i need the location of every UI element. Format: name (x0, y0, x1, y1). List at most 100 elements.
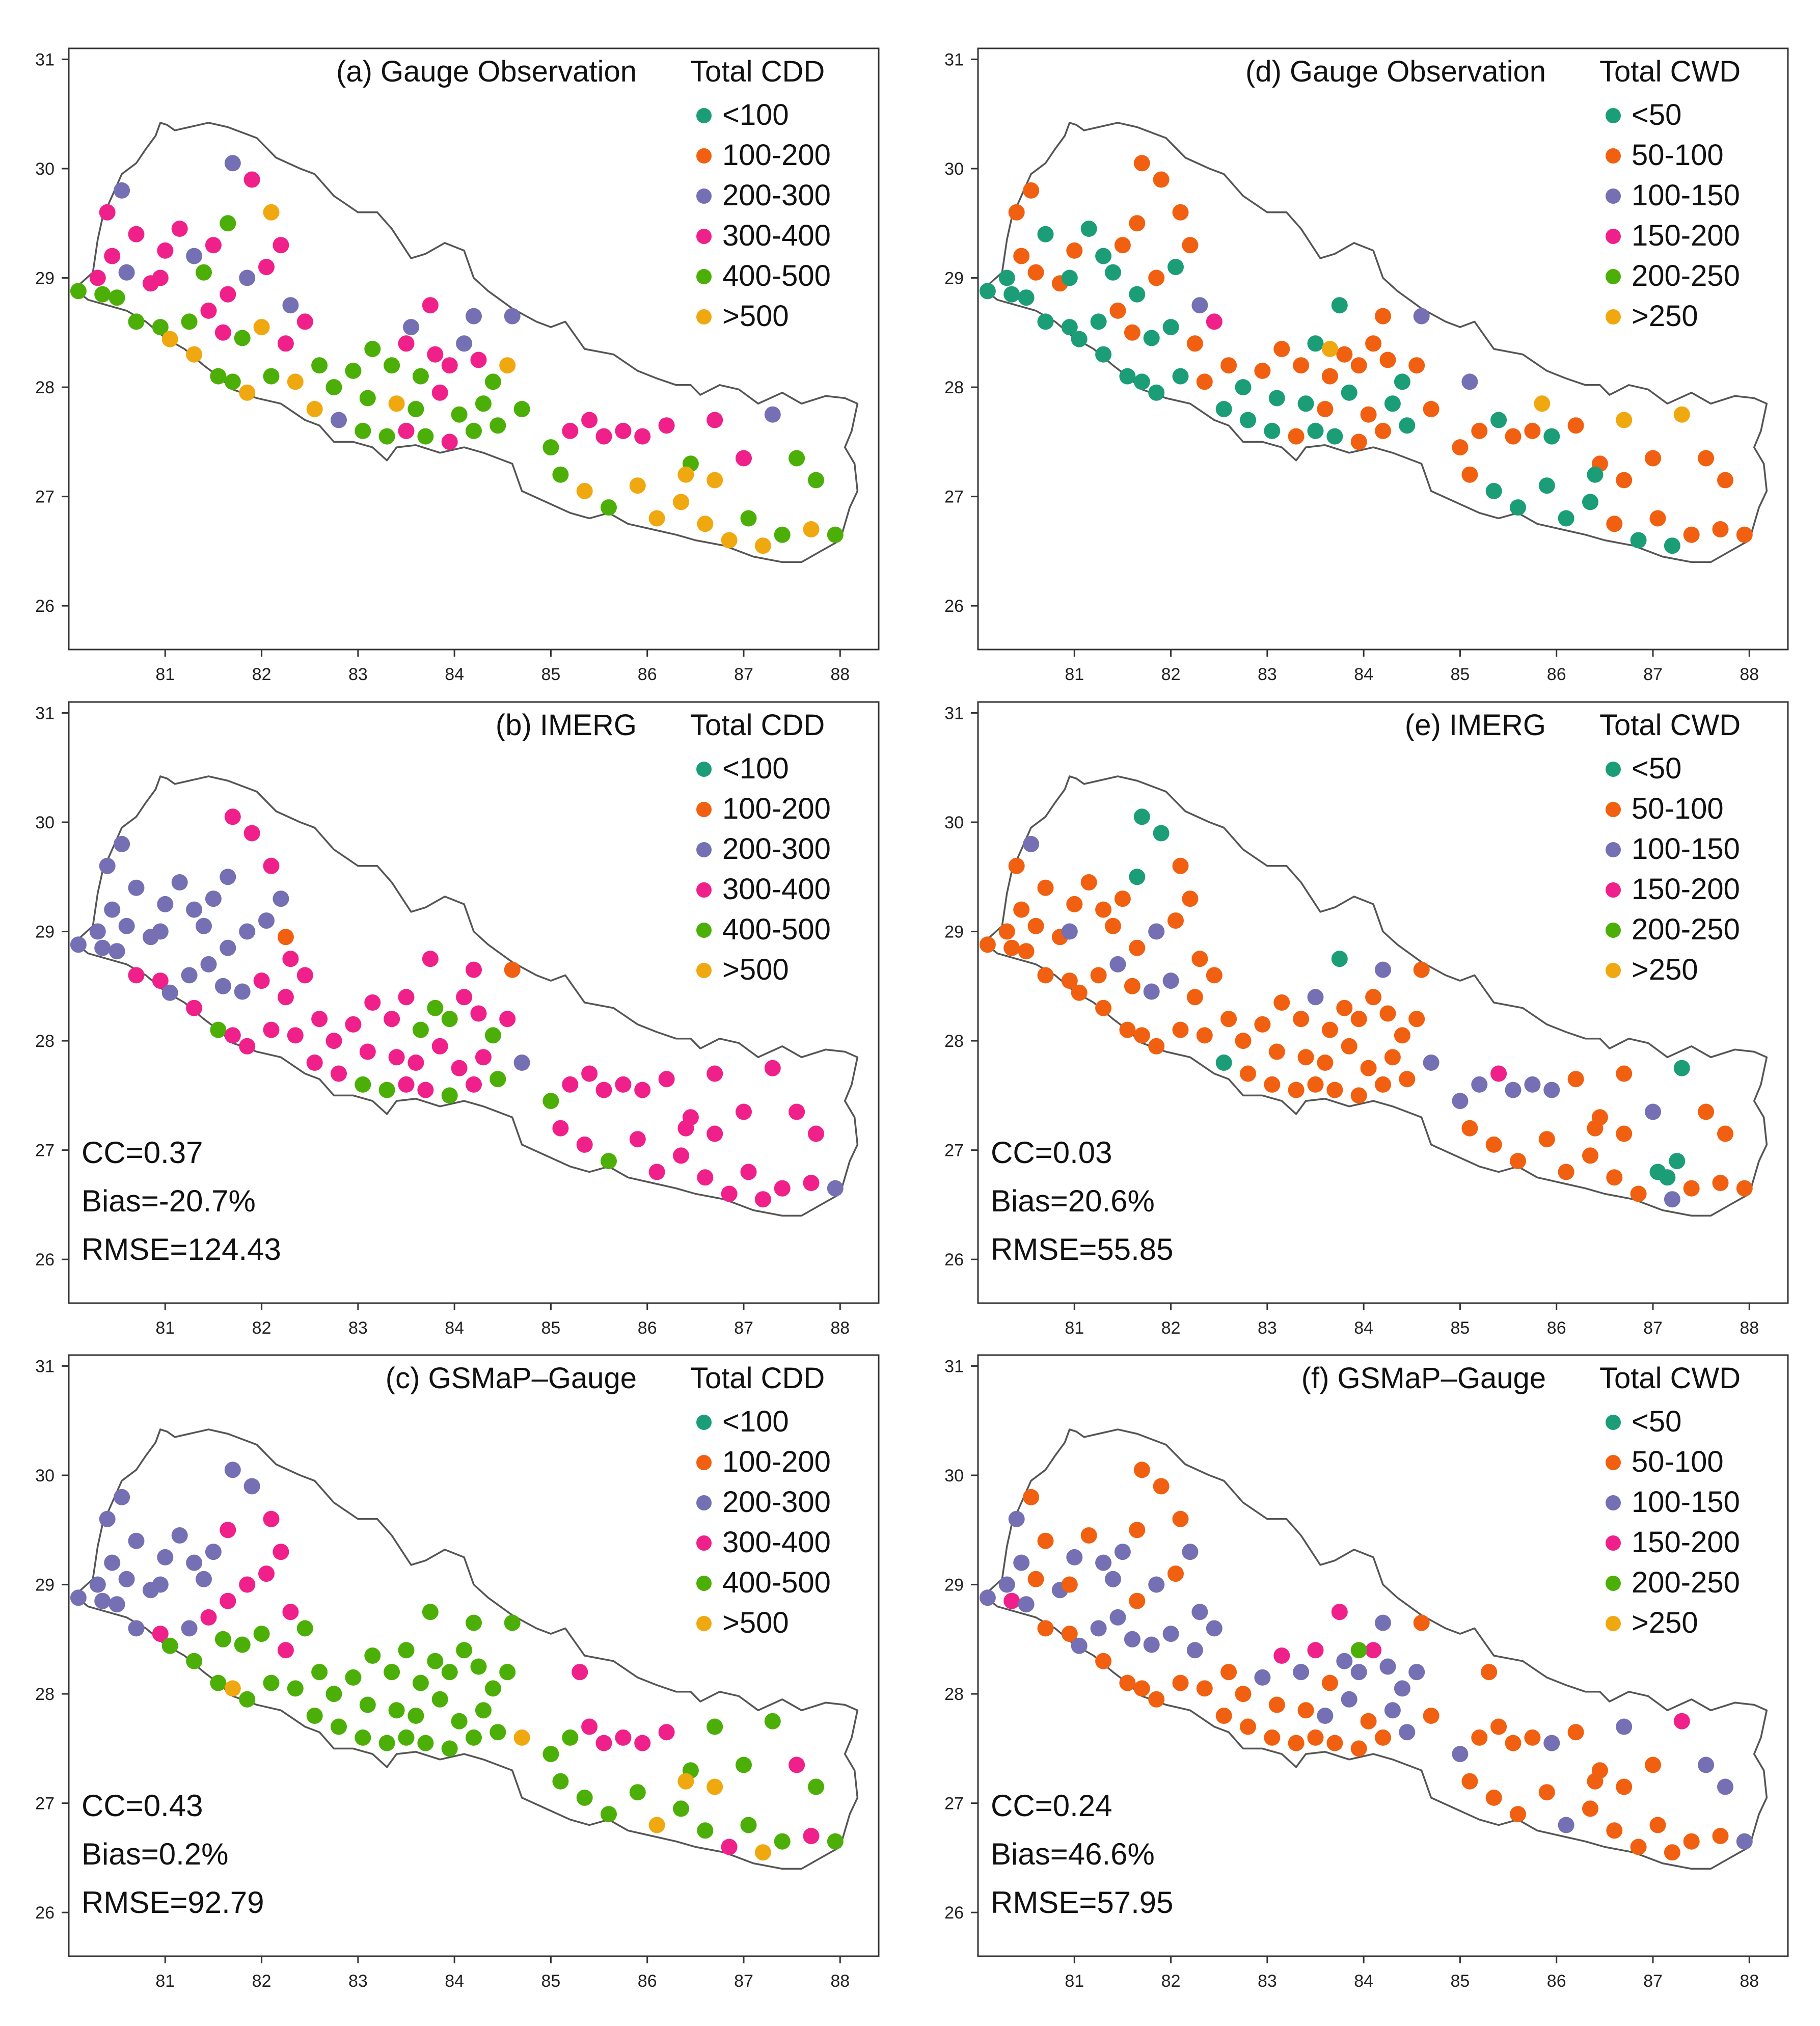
station-point (1543, 1082, 1560, 1098)
legend-marker (1606, 1535, 1621, 1551)
station-point (398, 422, 415, 439)
legend-marker (1606, 269, 1621, 284)
station-point (1206, 1620, 1223, 1637)
station-point (1630, 1839, 1647, 1855)
station-point (1452, 1093, 1469, 1110)
station-point (1616, 472, 1633, 489)
station-point (1109, 956, 1126, 973)
station-point (1616, 412, 1633, 428)
panel-frame (68, 47, 880, 651)
station-point (1143, 983, 1160, 1000)
stat-label: RMSE=92.79 (82, 1885, 264, 1920)
y-tick-label: 28 (944, 1685, 964, 1704)
station-point (1109, 1609, 1126, 1626)
station-point (1018, 1596, 1035, 1613)
station-point (1461, 1120, 1478, 1137)
legend-label: <100 (722, 752, 789, 785)
station-point (258, 259, 275, 276)
stat-label: RMSE=124.43 (82, 1232, 281, 1266)
station-point (1645, 1757, 1661, 1773)
station-point (398, 1729, 415, 1746)
panel-b: 26 27 28 29 30 31 81 82 83 84 85 86 87 88 (b) IMERG Tot… (35, 701, 880, 1338)
station-point (1240, 1065, 1256, 1082)
x-tick-label: 86 (1547, 1318, 1566, 1338)
station-point (210, 1021, 227, 1038)
x-tick-label: 84 (1354, 665, 1373, 684)
station-point (186, 346, 203, 363)
station-point (1673, 406, 1690, 423)
station-point (258, 1565, 275, 1582)
station-point (1008, 204, 1025, 221)
station-point (239, 923, 256, 940)
station-point (210, 368, 227, 385)
station-point (1133, 808, 1150, 825)
legend-marker (696, 842, 712, 857)
station-point (1071, 984, 1088, 1001)
y-tick-label: 31 (35, 50, 55, 69)
station-point (1413, 961, 1430, 978)
station-point (490, 1071, 506, 1088)
station-point (263, 1674, 280, 1691)
station-point (634, 1735, 651, 1751)
legend-label: 300-400 (722, 219, 831, 252)
legend-label: 100-200 (722, 1445, 831, 1478)
station-point (359, 1696, 376, 1713)
station-point (1143, 1636, 1160, 1653)
x-tick-label: 88 (1740, 1318, 1759, 1338)
station-point (1307, 1076, 1324, 1093)
station-point (466, 308, 482, 325)
station-point (1061, 269, 1078, 286)
station-point (1167, 1565, 1184, 1582)
station-point (287, 1027, 304, 1044)
station-point (466, 1729, 482, 1746)
station-point (721, 1185, 738, 1202)
station-point (1220, 1011, 1237, 1028)
station-point (118, 1571, 135, 1587)
station-point (740, 510, 757, 527)
station-point (214, 1631, 231, 1647)
station-point (306, 1055, 323, 1071)
station-point (263, 204, 280, 221)
station-point (277, 335, 294, 352)
station-point (1317, 401, 1334, 417)
legend-marker (696, 802, 712, 817)
station-point (1394, 373, 1410, 390)
station-point (1297, 1702, 1314, 1719)
station-point (152, 1576, 169, 1593)
station-point (253, 973, 270, 989)
station-point (1008, 1510, 1025, 1527)
station-point (1505, 1082, 1522, 1098)
legend-label: 50-100 (1632, 792, 1724, 825)
x-tick-label: 84 (1354, 1318, 1373, 1338)
legend-label: 150-200 (1632, 873, 1740, 906)
station-point (181, 313, 198, 330)
legend-marker (1606, 1616, 1621, 1631)
x-tick-label: 87 (734, 665, 753, 684)
station-point (384, 357, 400, 374)
legend-label: 200-300 (722, 179, 831, 212)
station-point (220, 869, 236, 885)
station-point (1510, 1806, 1526, 1823)
y-tick-label: 31 (35, 704, 55, 723)
station-point (1240, 412, 1256, 428)
station-point (1384, 1702, 1401, 1719)
station-point (108, 289, 125, 306)
station-point (273, 237, 289, 254)
station-point (398, 1076, 415, 1093)
station-point (1080, 874, 1097, 890)
station-point (1408, 1011, 1425, 1028)
station-point (1109, 302, 1126, 319)
legend-marker (1606, 229, 1621, 244)
panel-title: (a) Gauge Observation (336, 55, 637, 88)
station-point (754, 537, 771, 554)
station-point (1683, 1180, 1700, 1197)
station-point (273, 890, 289, 907)
station-point (1712, 521, 1729, 537)
station-point (1023, 835, 1040, 852)
station-point (1567, 1724, 1584, 1741)
station-point (224, 1027, 241, 1044)
station-point (998, 923, 1015, 940)
station-point (1148, 923, 1165, 940)
station-point (1664, 1844, 1680, 1861)
x-tick-label: 85 (1451, 1971, 1470, 1991)
